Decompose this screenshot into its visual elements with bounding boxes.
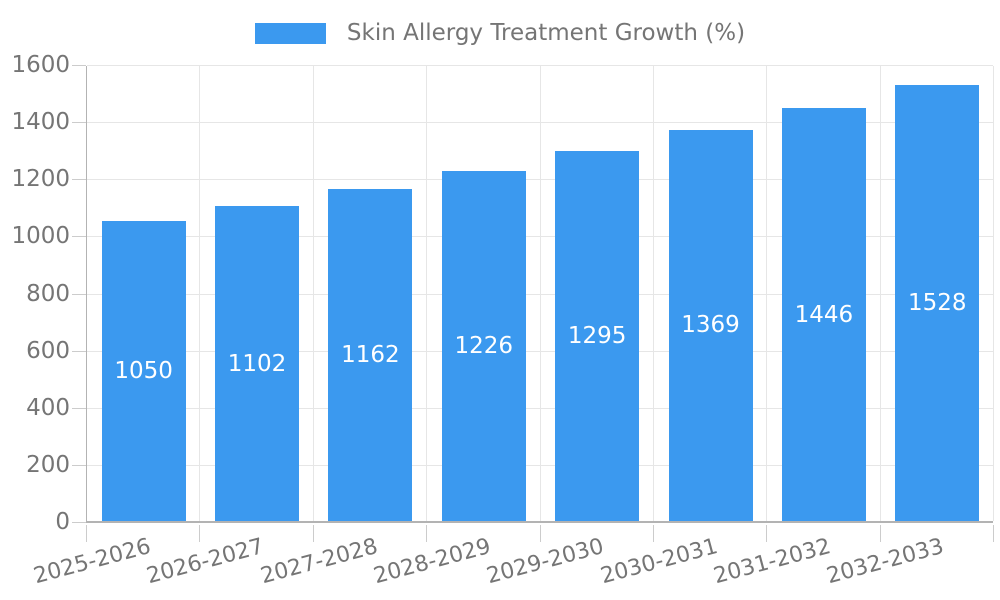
y-tick (72, 293, 86, 295)
y-axis-label: 600 (26, 337, 70, 364)
bar-value-label: 1226 (454, 332, 514, 359)
bar[interactable]: 1295 (555, 151, 640, 521)
x-tick (86, 525, 87, 542)
y-axis-label: 400 (26, 394, 70, 421)
y-tick (72, 65, 86, 66)
x-tick (539, 525, 541, 542)
y-tick (72, 236, 86, 238)
bar-value-label: 1162 (341, 342, 400, 369)
bar[interactable]: 1226 (441, 170, 526, 521)
bar[interactable]: 1369 (668, 129, 753, 521)
y-tick (72, 122, 86, 124)
x-axis-label: 2026-2027 (144, 534, 267, 590)
y-axis-label: 1400 (11, 109, 70, 136)
chart-legend: Skin Allergy Treatment Growth (%) (0, 20, 1000, 46)
x-axis-label: 2029-2030 (484, 534, 607, 590)
x-tick (879, 525, 881, 542)
bar-value-label: 1369 (681, 312, 740, 339)
x-tick (766, 525, 768, 542)
bar-value-label: 1446 (794, 301, 854, 328)
legend-label: Skin Allergy Treatment Growth (%) (346, 20, 746, 46)
bar-value-label: 1102 (227, 350, 287, 377)
y-axis-label: 1000 (11, 223, 70, 250)
bar-value-label: 1295 (567, 323, 627, 350)
x-axis-label: 2032-2033 (824, 534, 947, 590)
gridline-v (993, 66, 994, 521)
gridline-v (199, 66, 201, 521)
x-tick (426, 525, 428, 542)
y-tick (72, 350, 86, 352)
gridline-h (87, 65, 993, 66)
x-tick (199, 525, 201, 542)
gridline-v (539, 66, 541, 521)
bar[interactable]: 1162 (328, 189, 413, 521)
x-tick (312, 525, 314, 542)
bar[interactable]: 1050 (101, 221, 186, 521)
gridline-v (652, 66, 654, 521)
bar[interactable]: 1528 (895, 84, 980, 521)
y-tick (72, 464, 86, 466)
y-tick (72, 522, 86, 523)
x-axis-label: 2031-2032 (711, 534, 834, 590)
gridline-v (879, 66, 881, 521)
y-tick (72, 407, 86, 409)
y-axis-label: 200 (26, 451, 70, 478)
x-tick (993, 525, 994, 542)
x-axis-label: 2025-2026 (30, 534, 154, 590)
x-tick (652, 525, 654, 542)
y-axis-label: 1200 (11, 166, 70, 193)
bar[interactable]: 1102 (215, 206, 300, 521)
legend-swatch (254, 22, 326, 44)
plot-area: 1050 1102 1162 1226 1295 1369 1446 1528 (86, 65, 994, 523)
x-axis-label: 2028-2029 (370, 534, 494, 590)
y-axis-label: 0 (55, 509, 70, 535)
gridline-v (312, 66, 314, 521)
y-axis-label: 1600 (11, 52, 70, 78)
gridline-v (426, 66, 428, 521)
gridline-v (766, 66, 768, 521)
bar[interactable]: 1446 (781, 108, 866, 521)
y-axis-label: 800 (26, 280, 70, 307)
x-axis-label: 2027-2028 (257, 534, 380, 590)
x-axis-label: 2030-2031 (597, 534, 721, 590)
bar-value-label: 1528 (908, 289, 967, 316)
bar-value-label: 1050 (114, 358, 173, 385)
y-tick (72, 179, 86, 181)
